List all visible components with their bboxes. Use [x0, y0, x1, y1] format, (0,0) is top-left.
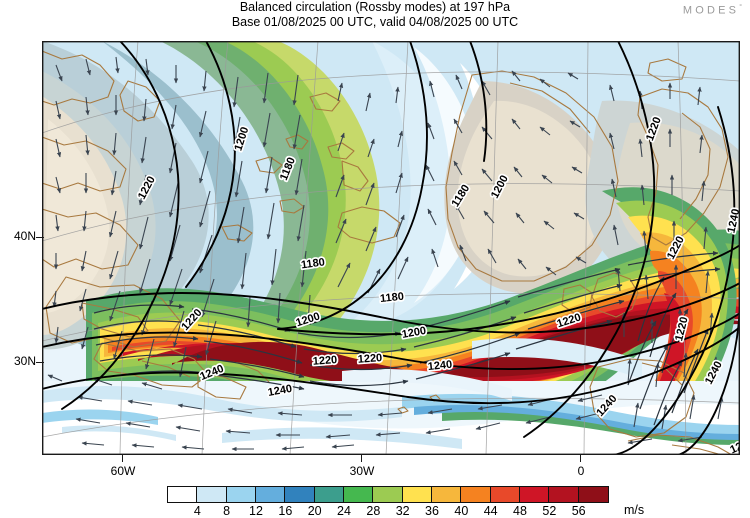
ytick-label-40n: 40N [13, 229, 36, 243]
height-contour-label: 1220 [357, 352, 382, 366]
colorbar-swatch [373, 487, 403, 502]
colorbar-tick-label: 24 [337, 504, 351, 518]
xtick-label-30w: 30W [349, 464, 375, 478]
colorbar-tick-label: 36 [425, 504, 439, 518]
ytick-label-30n: 30N [13, 354, 36, 368]
colorbar [168, 487, 608, 502]
xtick-60w [122, 455, 124, 462]
chart-title: Balanced circulation (Rossby modes) at 1… [0, 0, 750, 30]
ytick-40n [36, 237, 44, 239]
colorbar-tick-label: 48 [513, 504, 527, 518]
modes-logo-mark: ° [739, 4, 742, 11]
colorbar-swatch [285, 487, 315, 502]
colorbar-swatch [226, 487, 256, 502]
height-contour-label: 1180 [300, 256, 325, 271]
map-plot: 1200 1220 1180 1180 1200 1180 1180 1200 1200 1220… [42, 41, 740, 455]
chart-subtitle: Base 01/08/2025 00 UTC, valid 04/08/2025… [231, 15, 519, 29]
colorbar-tick-label: 52 [542, 504, 557, 518]
modes-logo-text: MODES [682, 4, 740, 17]
colorbar-tick-label: 28 [366, 504, 381, 518]
height-contour-label: 1240 [427, 359, 453, 373]
colorbar-tick-label: 40 [454, 504, 469, 518]
colorbar-swatch [197, 487, 227, 502]
colorbar-tick-label: 32 [395, 504, 410, 518]
height-contour-label: 1180 [379, 291, 404, 305]
height-contour-label: 1220 [312, 354, 337, 368]
xtick-label-60w: 60W [110, 464, 136, 478]
colorbar-swatch [431, 487, 462, 502]
colorbar-swatch [314, 487, 344, 502]
xtick-label-0: 0 [577, 464, 585, 478]
colorbar-tick-label: 44 [483, 504, 498, 518]
xtick-0 [580, 455, 582, 462]
colorbar-tick-label: 4 [193, 504, 201, 518]
colorbar-swatch [549, 487, 579, 502]
modes-logo: MODES° [683, 4, 742, 17]
colorbar-swatch [578, 487, 608, 502]
xtick-30w [361, 455, 363, 462]
ytick-30n [36, 362, 44, 364]
colorbar-unit-label: m/s [624, 503, 645, 517]
colorbar-swatch [343, 487, 374, 502]
colorbar-swatch [490, 487, 520, 502]
colorbar-swatch [461, 487, 491, 502]
colorbar-tick-label: 8 [223, 504, 231, 518]
colorbar-swatch [402, 487, 432, 502]
colorbar-swatch [255, 487, 286, 502]
colorbar-swatch [168, 487, 198, 502]
colorbar-tick-label: 16 [278, 504, 293, 518]
colorbar-tick-label: 12 [249, 504, 263, 518]
chart-title-line1: Balanced circulation (Rossby modes) at 1… [239, 0, 511, 14]
colorbar-tick-label: 56 [571, 504, 586, 518]
colorbar-swatch [519, 487, 550, 502]
colorbar-tick-label: 20 [307, 504, 322, 518]
